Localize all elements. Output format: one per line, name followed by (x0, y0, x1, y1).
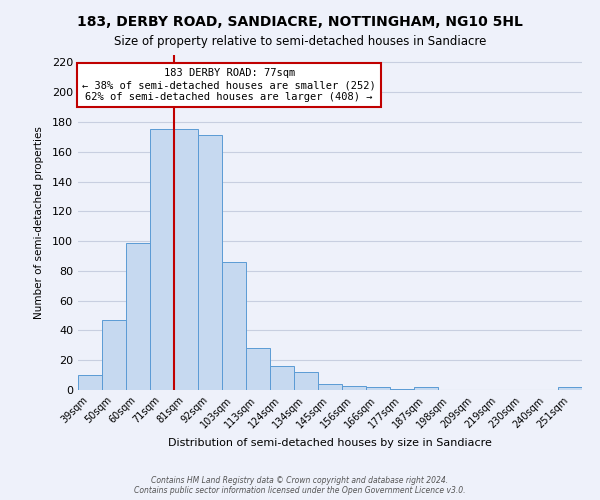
Bar (342, 386, 366, 390)
Bar (150, 130, 174, 390)
Bar (318, 384, 342, 390)
Bar (126, 242, 150, 390)
Text: Contains HM Land Registry data © Crown copyright and database right 2024.
Contai: Contains HM Land Registry data © Crown c… (134, 476, 466, 495)
Bar (102, 320, 126, 390)
Bar (174, 130, 198, 390)
Bar (414, 387, 438, 390)
Bar (222, 262, 246, 390)
Text: Size of property relative to semi-detached houses in Sandiacre: Size of property relative to semi-detach… (114, 35, 486, 48)
Bar (558, 387, 582, 390)
Text: 183 DERBY ROAD: 77sqm
← 38% of semi-detached houses are smaller (252)
62% of sem: 183 DERBY ROAD: 77sqm ← 38% of semi-deta… (82, 68, 376, 102)
Bar (270, 366, 294, 390)
Bar (294, 372, 318, 390)
Bar (246, 348, 270, 390)
Text: 183, DERBY ROAD, SANDIACRE, NOTTINGHAM, NG10 5HL: 183, DERBY ROAD, SANDIACRE, NOTTINGHAM, … (77, 15, 523, 29)
Bar (198, 136, 222, 390)
Bar (366, 387, 390, 390)
X-axis label: Distribution of semi-detached houses by size in Sandiacre: Distribution of semi-detached houses by … (168, 438, 492, 448)
Y-axis label: Number of semi-detached properties: Number of semi-detached properties (34, 126, 44, 319)
Bar (78, 375, 102, 390)
Bar (390, 388, 414, 390)
